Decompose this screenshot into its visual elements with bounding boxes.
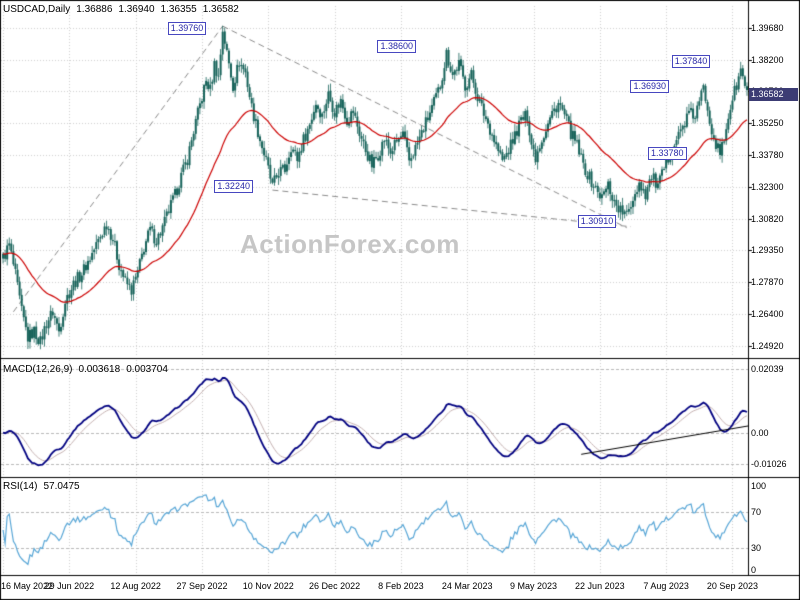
price-axis-label: 1.24920: [751, 340, 784, 351]
macd-label: MACD(12,26,9): [3, 364, 73, 375]
price-axis-label: 1.35250: [751, 118, 784, 129]
date-label: 27 Sep 2022: [176, 581, 228, 591]
rsi-axis-label: 30: [751, 542, 762, 553]
price-axis-label: 1.29350: [751, 245, 784, 256]
price-axis-label: 1.39680: [751, 22, 784, 33]
current-price-flag: 1.36582: [749, 88, 798, 102]
date-label: 22 Jun 2023: [575, 581, 625, 591]
price-annotation[interactable]: 1.39760: [167, 21, 207, 35]
price-annotation[interactable]: 1.38600: [377, 39, 417, 53]
date-label: 20 Sep 2023: [706, 581, 758, 591]
date-label: 8 Feb 2023: [378, 581, 424, 591]
price-axis-label: 1.30820: [751, 213, 784, 224]
macd-axis-label: -0.01026: [751, 459, 787, 470]
price-annotation[interactable]: 1.32240: [214, 179, 253, 193]
rsi-axis-label: 70: [751, 507, 762, 518]
price-axis-label: 1.38200: [751, 54, 784, 65]
price-annotation[interactable]: 1.30910: [577, 215, 617, 229]
price-annotation[interactable]: 1.36930: [630, 79, 669, 93]
rsi-value: 57.0475: [43, 481, 80, 492]
date-label: 7 Aug 2023: [643, 581, 689, 591]
ohlc-close: 1.36582: [202, 4, 239, 15]
macd-axis-label: 0.02039: [751, 364, 784, 375]
date-label: 10 Nov 2022: [242, 581, 294, 591]
macd-value-signal: 0.003704: [126, 364, 168, 375]
date-label: 29 Jun 2022: [44, 581, 95, 591]
price-axis-label: 1.27870: [751, 277, 784, 288]
price-annotation[interactable]: 1.33780: [648, 147, 687, 161]
price-axis-label: 1.32300: [751, 181, 784, 192]
rsi-pane-title: RSI(14) 57.0475: [3, 481, 86, 492]
price-axis-label: 1.33780: [751, 149, 784, 160]
macd-value-main: 0.003618: [78, 364, 121, 375]
symbol-timeframe: USDCAD,Daily: [3, 4, 71, 15]
date-label: 16 May 2022: [1, 581, 54, 591]
date-label: 24 Mar 2023: [441, 581, 493, 591]
price-annotation[interactable]: 1.37840: [671, 54, 711, 68]
date-label: 12 Aug 2022: [110, 581, 161, 591]
ohlc-low: 1.36355: [160, 4, 197, 15]
ohlc-high: 1.36940: [118, 4, 155, 15]
rsi-axis-label: 0: [751, 565, 757, 575]
macd-axis-label: 0.00: [751, 427, 769, 438]
rsi-label: RSI(14): [3, 481, 38, 492]
rsi-axis-label: 100: [751, 481, 767, 491]
ohlc-open: 1.36886: [76, 4, 113, 15]
date-label: 26 Dec 2022: [309, 581, 361, 591]
price-axis-label: 1.26400: [751, 308, 784, 319]
macd-pane-title: MACD(12,26,9) 0.003618 0.003704: [3, 364, 174, 375]
price-pane-title: USDCAD,Daily 1.36886 1.36940 1.36355 1.36582: [3, 4, 245, 15]
date-label: 9 May 2023: [510, 581, 558, 591]
